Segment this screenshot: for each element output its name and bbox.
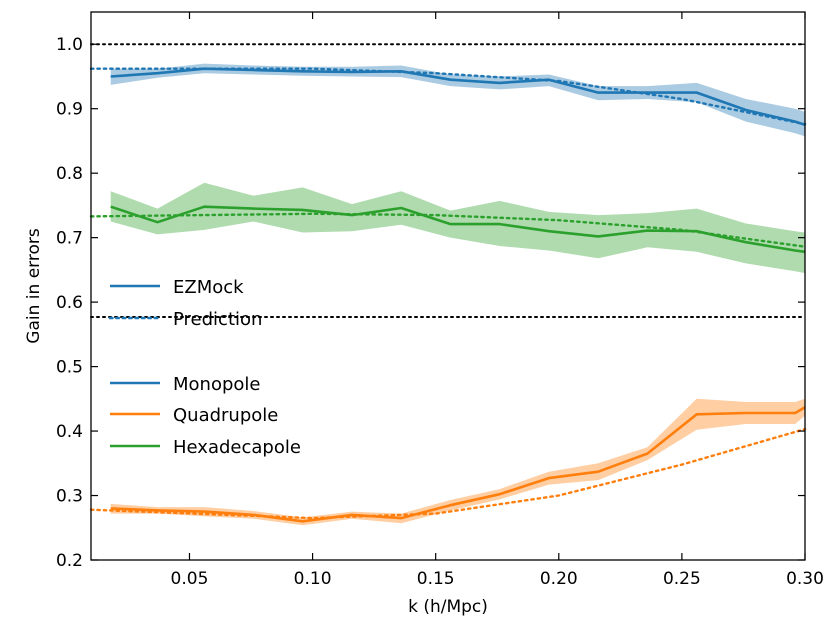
- hexadecapole-prediction-line: [89, 212, 807, 248]
- x-tick-label: 0.20: [540, 569, 578, 589]
- monopole-line: [110, 67, 806, 127]
- hexadecapole-line: [110, 205, 806, 254]
- y-tick-label: 0.9: [56, 100, 83, 120]
- legend-prediction-label: Prediction: [173, 309, 262, 330]
- reference-lines: [90, 43, 806, 318]
- legend-hexadecapole-label: Hexadecapole: [173, 437, 301, 458]
- legend: EZMock Prediction Monopole Quadrupole Hexade…: [108, 277, 301, 458]
- y-tick-label: 0.2: [56, 551, 83, 571]
- x-tick-label: 0.30: [786, 569, 824, 589]
- legend-ezmock-label: EZMock: [173, 277, 244, 298]
- x-axis-title: k (h/Mpc): [408, 597, 488, 617]
- legend-quadrupole-label: Quadrupole: [173, 405, 278, 426]
- legend-monopole-label: Monopole: [173, 374, 260, 395]
- axis-ticks: 0.05 0.10 0.15 0.20 0.25 0.30 0.2 0.3 0.4 0.5 0.6 0…: [56, 12, 824, 589]
- y-tick-label: 1.0: [56, 35, 83, 55]
- y-tick-label: 0.6: [56, 293, 83, 313]
- y-tick-label: 0.5: [56, 358, 83, 378]
- y-tick-label: 0.4: [56, 422, 83, 442]
- x-tick-label: 0.15: [417, 569, 455, 589]
- quadrupole-line: [110, 406, 806, 523]
- x-tick-label: 0.05: [171, 569, 209, 589]
- y-tick-label: 0.8: [56, 164, 83, 184]
- hexadecapole-band: [110, 182, 805, 274]
- y-tick-label: 0.3: [56, 487, 83, 507]
- y-axis-title: Gain in errors: [24, 228, 44, 344]
- plot-frame: [90, 11, 806, 561]
- x-tick-label: 0.10: [294, 569, 332, 589]
- series-lines: [110, 67, 806, 523]
- x-tick-label: 0.25: [663, 569, 701, 589]
- monopole-prediction-line: [89, 67, 807, 126]
- y-tick-label: 0.7: [56, 229, 83, 249]
